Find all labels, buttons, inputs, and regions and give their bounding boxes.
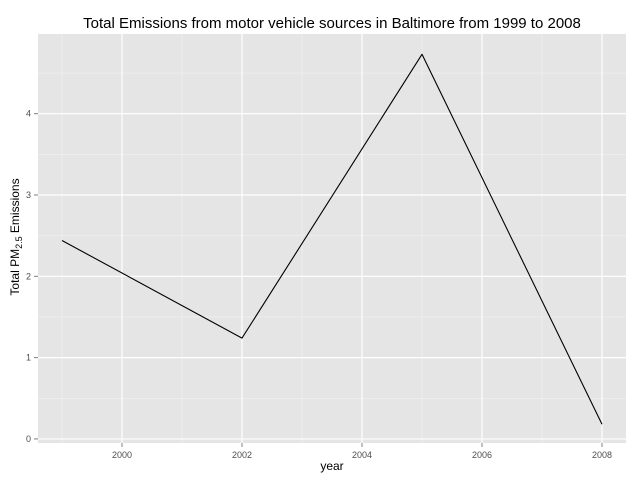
y-tick-label: 3 — [26, 190, 31, 200]
x-axis-tick-labels: 2000 2002 2004 2006 2008 — [112, 450, 612, 460]
x-axis-title: year — [320, 459, 343, 473]
y-axis-title-suffix: Emissions — [8, 178, 22, 236]
x-tick-label: 2004 — [352, 450, 372, 460]
y-axis-title-prefix: Total PM — [8, 249, 22, 296]
emissions-series-line — [61, 53, 603, 425]
y-axis-tick-labels: 0 1 2 3 4 — [26, 109, 31, 444]
series-layer — [61, 53, 603, 425]
x-tick-label: 2006 — [472, 450, 492, 460]
x-tick-label: 2008 — [592, 450, 612, 460]
minor-gridlines — [38, 34, 626, 443]
y-axis-title-subscript: 2.5 — [14, 236, 24, 249]
y-tick-label: 0 — [26, 434, 31, 444]
x-tick-label: 2002 — [232, 450, 252, 460]
y-tick-label: 1 — [26, 353, 31, 363]
x-tick-label: 2000 — [112, 450, 132, 460]
axis-ticks — [34, 113, 603, 447]
major-gridlines — [38, 34, 626, 443]
y-tick-label: 2 — [26, 271, 31, 281]
chart-title: Total Emissions from motor vehicle sourc… — [83, 15, 581, 32]
plot-panel — [38, 34, 626, 443]
y-tick-label: 4 — [26, 109, 31, 119]
y-axis-title: Total PM2.5 Emissions — [8, 178, 24, 295]
